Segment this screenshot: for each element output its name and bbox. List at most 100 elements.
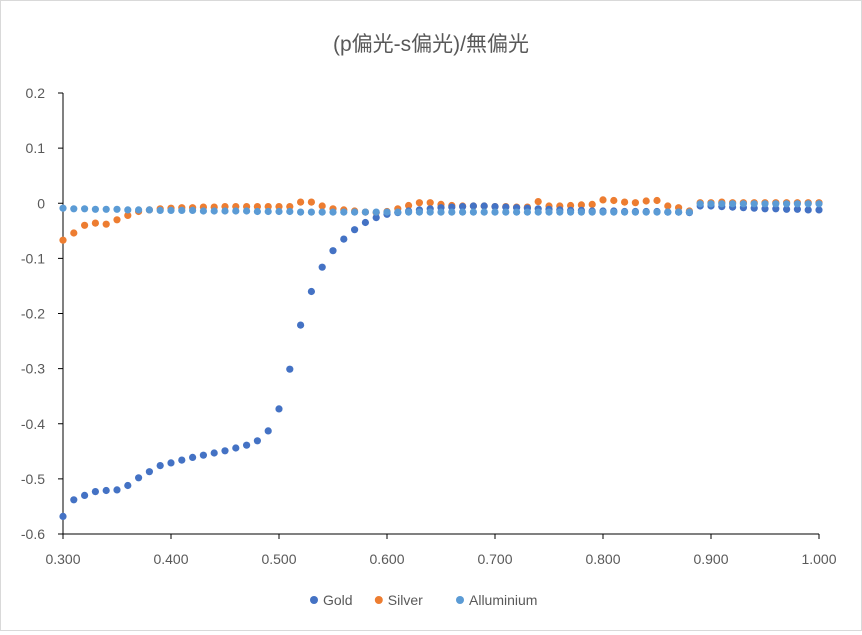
data-point-alluminium (621, 208, 629, 216)
data-point-gold (491, 203, 499, 211)
data-point-alluminium (70, 205, 78, 213)
data-point-alluminium (729, 200, 737, 208)
data-point-alluminium (318, 208, 326, 216)
data-point-alluminium (351, 208, 359, 216)
data-point-silver (577, 201, 586, 209)
data-point-gold (772, 205, 780, 213)
data-point-silver (113, 216, 121, 224)
y-tick-label: -0.3 (21, 361, 45, 377)
legend-label: Silver (388, 592, 423, 608)
data-point-alluminium (210, 207, 218, 215)
data-point-gold (156, 462, 164, 470)
data-point-alluminium (167, 206, 175, 214)
y-tick-label: 0.1 (26, 140, 46, 156)
data-point-silver (318, 202, 326, 210)
data-point-gold (815, 206, 823, 214)
data-point-gold (102, 486, 110, 495)
data-point-gold (264, 427, 272, 435)
data-point-alluminium (189, 206, 197, 214)
data-point-alluminium (275, 207, 283, 216)
y-tick-label: -0.1 (21, 250, 45, 266)
data-point-alluminium (135, 206, 143, 214)
data-point-alluminium (761, 200, 769, 208)
data-point-alluminium (772, 200, 780, 208)
data-point-alluminium (556, 208, 564, 216)
data-point-alluminium (513, 208, 521, 216)
y-tick-label: -0.5 (21, 471, 45, 487)
data-point-gold (448, 203, 456, 211)
data-point-silver (588, 200, 596, 208)
legend-item-silver: Silver (374, 592, 423, 608)
data-point-silver (297, 198, 305, 206)
data-point-gold (307, 287, 315, 296)
data-point-gold (199, 451, 207, 459)
data-point-alluminium (243, 207, 251, 215)
data-point-silver (102, 220, 110, 228)
data-point-alluminium (675, 208, 683, 216)
data-point-alluminium (523, 208, 532, 216)
data-point-alluminium (491, 208, 499, 216)
legend: Gold Silver Alluminium (310, 592, 537, 608)
legend-item-alluminium: Alluminium (456, 592, 537, 608)
data-point-alluminium (804, 200, 812, 208)
data-point-gold (793, 205, 802, 213)
data-point-silver (631, 199, 640, 207)
data-point-alluminium (286, 207, 294, 216)
data-point-alluminium (221, 207, 229, 215)
chart-title: (p偏光-s偏光)/無偏光 (333, 33, 529, 56)
data-point-silver (664, 202, 672, 210)
data-point-alluminium (588, 208, 596, 216)
data-point-gold (243, 441, 251, 449)
data-point-silver (621, 198, 629, 206)
data-point-alluminium (459, 208, 467, 216)
data-point-alluminium (739, 200, 748, 208)
legend-marker (310, 596, 318, 604)
data-point-silver (405, 201, 413, 210)
data-point-alluminium (599, 208, 607, 216)
data-point-silver (59, 236, 67, 244)
data-point-alluminium (815, 200, 823, 208)
data-point-gold (275, 405, 283, 413)
data-point-alluminium (567, 208, 575, 216)
data-point-alluminium (199, 207, 207, 215)
data-point-gold (372, 214, 380, 222)
data-point-gold (59, 512, 67, 520)
data-point-alluminium (59, 204, 67, 212)
data-point-alluminium (783, 200, 791, 208)
data-point-gold (178, 456, 186, 464)
data-point-silver (70, 229, 78, 237)
series-alluminium (59, 200, 823, 216)
data-point-silver (415, 199, 423, 207)
data-point-gold (469, 202, 477, 210)
data-point-gold (459, 203, 467, 211)
data-point-gold (113, 486, 121, 494)
data-point-gold (210, 449, 218, 457)
legend-label: Gold (323, 592, 353, 608)
data-point-silver (534, 198, 542, 206)
data-point-gold (221, 447, 229, 455)
data-point-alluminium (426, 208, 434, 216)
y-tick-label: -0.6 (21, 526, 45, 542)
data-point-silver (610, 196, 618, 205)
data-point-silver (642, 197, 650, 205)
data-points (59, 196, 823, 520)
data-point-alluminium (113, 205, 121, 213)
data-point-alluminium (793, 200, 802, 208)
data-point-silver (653, 196, 661, 205)
data-point-alluminium (642, 208, 650, 216)
data-point-alluminium (437, 208, 445, 216)
data-point-alluminium (707, 200, 715, 208)
legend-marker (374, 596, 383, 604)
data-point-alluminium (91, 205, 99, 213)
x-tick-label: 0.300 (45, 551, 80, 567)
legend-item-gold: Gold (310, 592, 353, 608)
data-point-silver (91, 219, 99, 227)
data-point-gold (329, 247, 337, 255)
data-point-alluminium (448, 208, 456, 216)
data-point-alluminium (415, 208, 423, 216)
x-tick-label: 1.000 (801, 551, 836, 567)
data-point-alluminium (631, 208, 640, 216)
data-point-alluminium (156, 206, 164, 214)
data-point-gold (91, 488, 99, 496)
